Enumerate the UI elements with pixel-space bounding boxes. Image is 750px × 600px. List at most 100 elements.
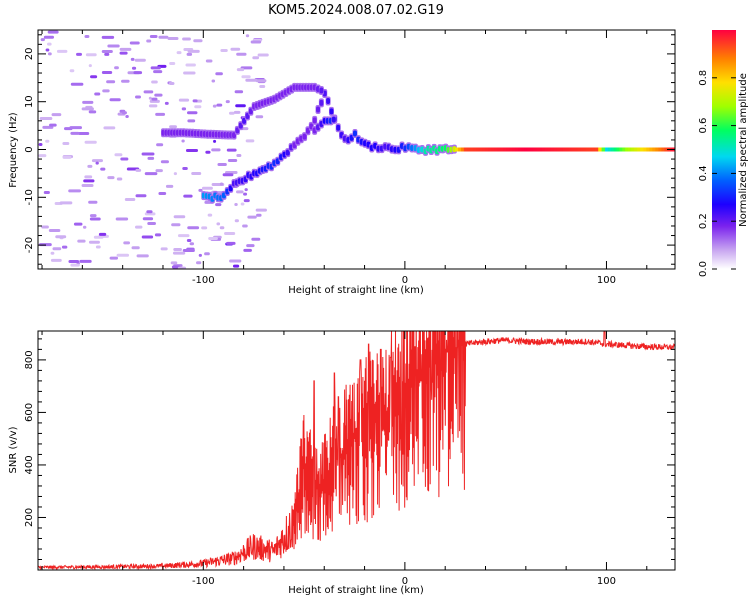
noise-speckle (169, 61, 176, 65)
ridge-segment (613, 147, 618, 152)
noise-speckle (226, 241, 236, 245)
noise-speckle (165, 184, 174, 188)
ridge-segment (619, 147, 624, 152)
noise-speckle (154, 93, 163, 97)
spectrogram-y-label: Frequency (Hz) (8, 112, 19, 188)
ridge-segment (562, 147, 567, 152)
noise-speckle (88, 64, 92, 68)
noise-speckle (247, 215, 257, 219)
ridge-segment (565, 147, 570, 152)
noise-speckle (149, 99, 160, 103)
noise-speckle (69, 69, 75, 73)
ridge-segment (655, 147, 660, 152)
noise-speckle (95, 245, 101, 249)
noise-speckle (135, 194, 147, 198)
noise-speckle (119, 51, 128, 55)
noise-speckle (77, 239, 86, 243)
noise-speckle (84, 140, 97, 144)
noise-speckle (130, 57, 135, 61)
noise-speckle (208, 237, 218, 241)
noise-speckle (82, 100, 94, 104)
noise-speckle (50, 258, 62, 262)
ridge-segment (539, 147, 544, 152)
noise-speckle (40, 38, 45, 42)
snr-x-label: Height of straight line (km) (288, 585, 424, 596)
y-tick-label: 800 (24, 350, 35, 369)
noise-speckle (148, 96, 152, 100)
noise-speckle (89, 214, 97, 218)
noise-speckle (167, 36, 179, 40)
noise-speckle (109, 256, 118, 260)
noise-speckle (51, 113, 62, 117)
noise-speckle (55, 235, 67, 239)
ridge-segment (518, 147, 523, 152)
y-tick-label: 600 (24, 403, 35, 422)
noise-speckle (220, 49, 228, 53)
noise-speckle (43, 35, 55, 39)
colorbar-tick-label: 0.6 (698, 118, 709, 134)
noise-speckle (158, 191, 167, 195)
noise-speckle (106, 80, 116, 84)
noise-speckle (122, 111, 127, 115)
noise-speckle (191, 171, 202, 175)
noise-speckle (257, 53, 269, 57)
noise-speckle (98, 232, 107, 236)
noise-speckle (121, 79, 130, 83)
snr-y-label: SNR (v/v) (8, 426, 19, 473)
noise-speckle (256, 213, 262, 217)
noise-speckle (142, 217, 154, 221)
noise-speckle (134, 58, 146, 62)
noise-speckle (176, 51, 182, 55)
noise-speckle (155, 169, 163, 173)
noise-speckle (81, 184, 94, 188)
snr-series-line (38, 331, 675, 570)
noise-speckle (52, 247, 62, 251)
y-tick-label: -10 (24, 189, 35, 205)
noise-speckle (38, 143, 43, 147)
noise-speckle (234, 90, 244, 94)
ridge-segment (631, 147, 636, 152)
colorbar-label: Normalized spectral amplitude (738, 73, 749, 227)
noise-speckle (124, 197, 136, 201)
noise-speckle (47, 42, 52, 46)
noise-speckle (151, 97, 158, 101)
noise-speckle (149, 34, 158, 38)
noise-speckle (185, 63, 196, 67)
noise-speckle (169, 125, 177, 129)
noise-speckle (259, 84, 266, 88)
noise-speckle (235, 104, 246, 108)
noise-speckle (69, 126, 82, 130)
noise-speckle (187, 49, 200, 53)
noise-speckle (103, 126, 116, 130)
ridge-segment (580, 147, 585, 152)
noise-speckle (101, 50, 113, 54)
ridge-segment (494, 147, 499, 152)
noise-speckle (146, 210, 153, 214)
noise-speckle (236, 154, 242, 158)
noise-speckle (116, 253, 130, 257)
noise-speckle (243, 192, 248, 196)
ridge-segment (319, 87, 324, 94)
ridge-segment (352, 130, 357, 137)
ridge-segment (616, 147, 621, 152)
ridge-segment (515, 147, 520, 152)
noise-speckle (82, 225, 87, 229)
ridge-segment (228, 185, 233, 192)
ridge-segment (568, 147, 573, 152)
noise-speckle (59, 201, 73, 205)
noise-speckle (229, 259, 242, 263)
ridge-segment (458, 147, 463, 152)
noise-speckle (241, 75, 251, 79)
ridge-segment (472, 147, 477, 152)
ridge-segment (455, 147, 460, 152)
noise-speckle (68, 259, 80, 263)
noise-speckle (48, 228, 61, 232)
noise-speckle (201, 226, 208, 230)
noise-speckle (38, 154, 47, 158)
noise-speckle (89, 217, 101, 221)
noise-speckle (181, 107, 187, 111)
colorbar-tick-label: 0.2 (698, 213, 709, 229)
noise-speckle (250, 40, 262, 44)
ridge-segment (607, 147, 612, 152)
colorbar-tick-label: 0.0 (698, 261, 709, 277)
